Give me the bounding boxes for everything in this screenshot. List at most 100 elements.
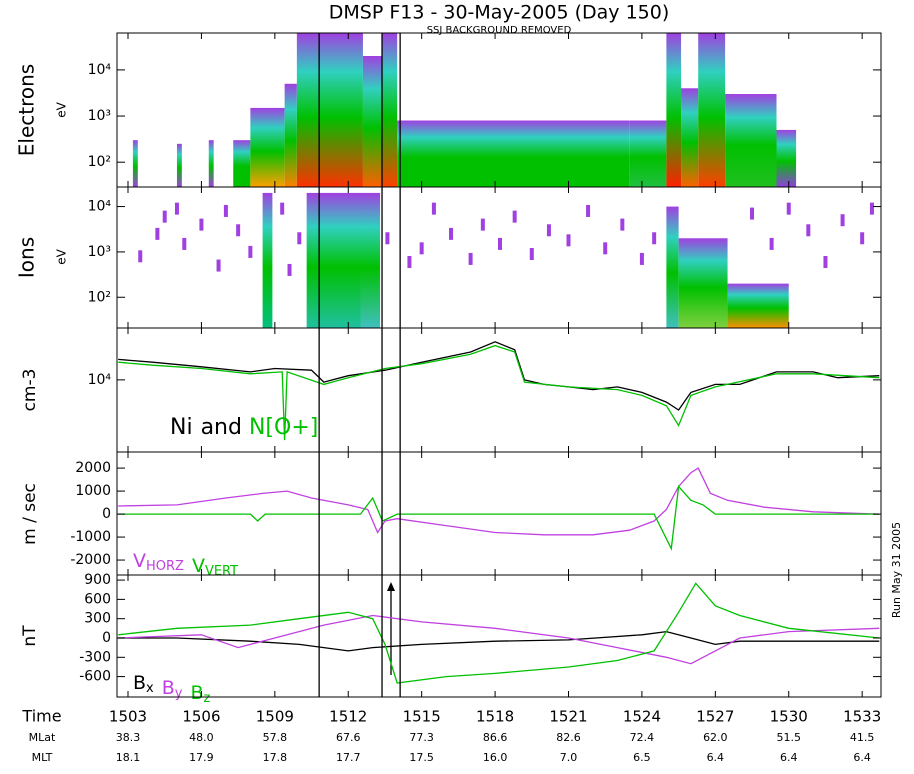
spectrogram-column (678, 238, 728, 328)
spectrogram-column (296, 33, 363, 187)
row-value: 18.1 (116, 751, 141, 764)
spectrogram-dot (287, 263, 292, 276)
spectrogram-dot (216, 259, 221, 272)
row-value: 57.8 (263, 731, 288, 744)
spectrogram-dot (407, 255, 412, 268)
series-line (118, 344, 880, 441)
spectrogram-column (681, 88, 699, 187)
x-tick-label: 1527 (696, 708, 734, 726)
spectrogram-dot (138, 250, 143, 263)
spectrogram-column (360, 192, 381, 328)
spectrogram-dot (199, 218, 204, 231)
x-tick-label: 1524 (623, 708, 661, 726)
x-tick-label: 1518 (476, 708, 514, 726)
x-tick-label: 1509 (256, 708, 294, 726)
spectrogram-dot (155, 227, 160, 240)
unit-label: m / sec (20, 483, 40, 545)
y-tick-label: -300 (79, 649, 111, 665)
x-tick-label: 1533 (843, 708, 881, 726)
spectrogram-dot (840, 214, 845, 227)
spectrogram-dot (786, 202, 791, 215)
spectrogram-dot (297, 232, 302, 245)
unit-label: nT (20, 625, 40, 647)
row-value: 72.4 (630, 731, 655, 744)
spectrogram-dot (280, 202, 285, 215)
spectrogram-dot (546, 224, 551, 237)
spectrogram-column (666, 206, 679, 328)
legend-entry: V (133, 550, 146, 572)
y-tick-label: 0 (102, 630, 111, 646)
y-tick-label: 10² (88, 289, 111, 305)
y-tick-label: 10⁴ (88, 199, 112, 215)
spectrogram-dot (603, 242, 608, 255)
spectrogram-dot (236, 224, 241, 237)
legend-subscript: z (204, 691, 211, 706)
y-tick-label: 10² (88, 154, 111, 170)
y-tick-label: 600 (84, 591, 111, 607)
spectrogram-dot (529, 247, 534, 260)
row-value: 16.0 (483, 751, 508, 764)
spectrogram-column (397, 120, 630, 187)
spectrogram-dot (449, 227, 454, 240)
series-line (118, 467, 880, 536)
spectrogram-dot (566, 234, 571, 247)
spectrogram-column (233, 140, 251, 187)
y-tick-label: 10³ (88, 244, 111, 260)
spectrogram-dot (182, 237, 187, 250)
x-tick-label: 1515 (403, 708, 441, 726)
row-value: 67.6 (336, 731, 361, 744)
spectrogram-column (250, 107, 285, 187)
spectrogram-column (362, 55, 383, 187)
unit-label: eV (55, 101, 69, 117)
row-value: 41.5 (850, 731, 875, 744)
row-label: MLT (32, 751, 53, 764)
y-tick-label: 0 (102, 506, 111, 522)
legend-entry: Ni (170, 415, 193, 440)
row-value: 7.0 (560, 751, 578, 764)
panel-label: Ions (15, 237, 39, 278)
row-value: 51.5 (776, 731, 801, 744)
row-value: 17.5 (409, 751, 434, 764)
legend-subscript: VERT (205, 564, 238, 579)
spectrogram-dot (174, 202, 179, 215)
row-value: 6.4 (707, 751, 725, 764)
panel-frame (116, 574, 882, 698)
spectrogram-dot (223, 204, 228, 217)
y-tick-label: -1000 (70, 529, 111, 545)
spectrogram-column (776, 129, 797, 187)
time-label: Time (21, 707, 61, 726)
x-tick-label: 1503 (109, 708, 147, 726)
arrow (387, 582, 395, 675)
legend-entry: N[O+] (249, 415, 318, 440)
unit-label: cm-3 (20, 369, 40, 412)
panel (138, 192, 874, 328)
spectrogram-dot (419, 242, 424, 255)
spectrogram-dot (860, 232, 865, 245)
legend: Ni and N[O+] (170, 415, 318, 440)
legend-entry: B (162, 677, 175, 699)
row-value: 17.7 (336, 751, 361, 764)
spectrogram-dot (620, 218, 625, 231)
y-tick-label: 2000 (75, 460, 111, 476)
series-line (118, 484, 880, 551)
legend-subscript: y (175, 686, 183, 701)
spectrogram-dot (385, 232, 390, 245)
spectrogram-column (208, 140, 214, 187)
spectrogram-dot (769, 237, 774, 250)
legend: VHORZ VVERT (133, 550, 238, 579)
chart-title: DMSP F13 - 30-May-2005 (Day 150) (329, 2, 670, 24)
spectrogram-column (284, 83, 297, 187)
spectrogram-dot (652, 232, 657, 245)
spectrogram-dot (639, 252, 644, 265)
row-value: 48.0 (189, 731, 214, 744)
spectrogram-dot (512, 210, 517, 223)
spectrogram-dot (497, 237, 502, 250)
spectrogram-column (262, 192, 273, 328)
x-tick-label: 1506 (182, 708, 220, 726)
spectrogram-dot (480, 218, 485, 231)
y-tick-label: 10⁴ (88, 372, 112, 388)
legend-subscript: HORZ (146, 559, 184, 574)
chart-subtitle: SSJ BACKGROUND REMOVED (427, 25, 572, 36)
